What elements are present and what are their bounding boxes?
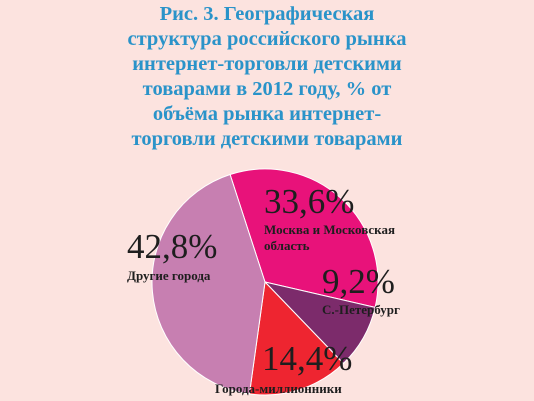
slice-value-other-cities: 42,8%	[127, 227, 218, 266]
chart-title: Рис. 3. Географическая структура российс…	[0, 2, 534, 152]
slice-value-moscow: 33,6%	[264, 182, 355, 221]
slice-label-spb: С.-Петербург	[322, 302, 400, 317]
slice-moscow	[229, 168, 379, 308]
slice-million-cities	[248, 280, 345, 396]
slice-value-million-cities: 14,4%	[262, 339, 353, 378]
slice-value-spb: 9,2%	[322, 262, 395, 301]
slice-label-million-cities: Города-миллионники	[215, 381, 342, 396]
title-line: интернет-торговли детскими	[132, 53, 402, 75]
slice-label-other-cities: Другие города	[127, 268, 211, 283]
slice-other-cities	[151, 173, 266, 395]
title-line: Рис. 3. Географическая	[159, 3, 375, 25]
slice-label-moscow: Москва и Московская область	[264, 222, 396, 253]
title-line: торговли детскими товарами	[131, 128, 403, 150]
title-line: товарами в 2012 году, % от	[142, 78, 392, 100]
title-line: структура российского рынка	[127, 28, 407, 50]
title-line: объёма рынка интернет-	[152, 103, 382, 125]
